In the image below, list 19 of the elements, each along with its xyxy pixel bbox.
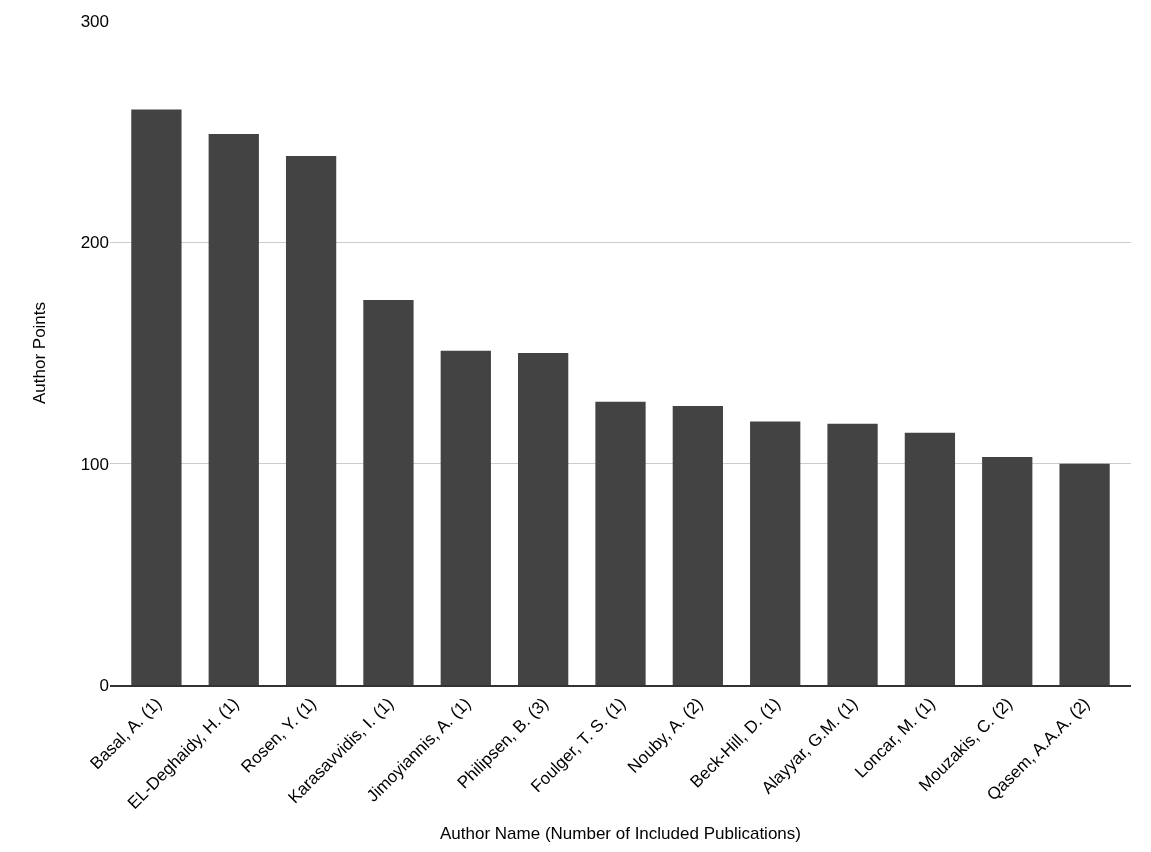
bar (1059, 463, 1110, 685)
bar (208, 133, 259, 685)
bar (750, 421, 801, 685)
bar (982, 457, 1033, 685)
bar (827, 423, 878, 685)
y-tick-label: 100 (80, 454, 109, 474)
y-tick-label: 200 (80, 233, 109, 253)
bar (440, 350, 491, 685)
y-axis-title: Author Points (30, 301, 50, 405)
bar (904, 432, 956, 685)
bar (518, 353, 569, 685)
bar (595, 401, 646, 685)
x-axis-title: Author Name (Number of Included Publications) (440, 823, 801, 843)
bar (285, 156, 337, 685)
y-tick-label: 0 (99, 675, 109, 695)
bar (363, 299, 414, 685)
bar (131, 109, 182, 685)
y-tick-label: 300 (80, 11, 109, 31)
bar (672, 406, 723, 685)
